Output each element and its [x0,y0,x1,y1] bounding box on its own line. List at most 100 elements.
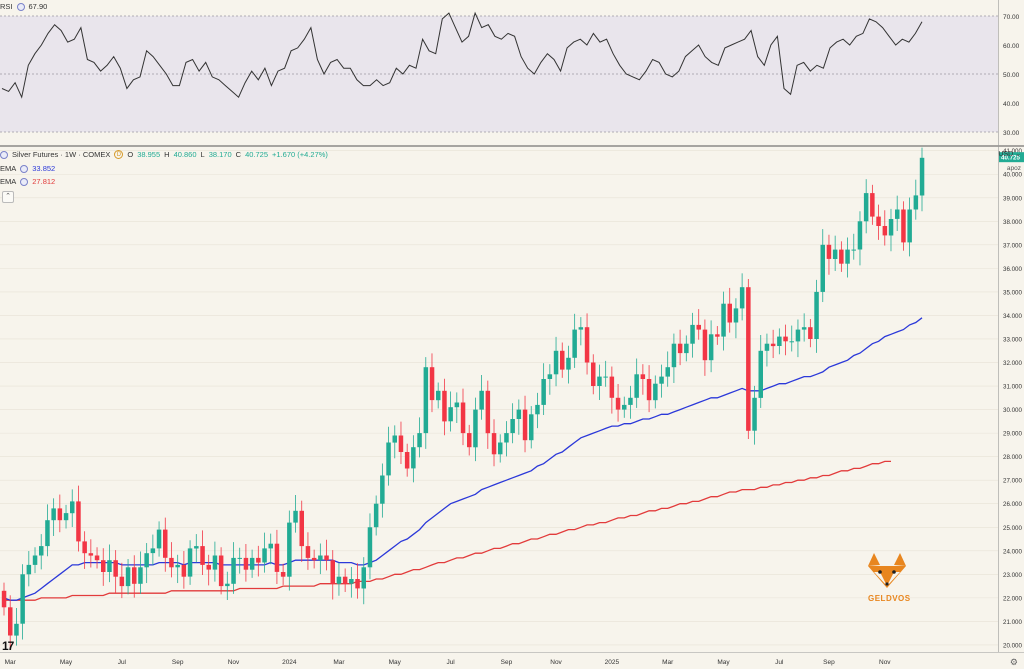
collapse-legend-icon[interactable]: ⌃ [2,191,14,203]
candle-body [305,546,311,558]
candle-body [318,555,323,561]
candle-body [82,541,87,554]
candle-body [101,560,106,572]
candle-body [119,576,125,587]
candle-body [690,324,695,344]
candle-body [876,216,881,226]
settings-gear-icon[interactable]: ⚙ [1009,657,1018,667]
rsi-tick-label: 40.00 [1003,101,1020,108]
candle-body [274,543,280,572]
time-tick-label: Jul [446,659,455,666]
change-value: +1.670 (+4.27%) [272,150,328,159]
ema-slow-line [4,460,891,601]
candle-body [20,574,25,624]
time-tick-label: Sep [172,659,184,666]
price-tick-label: 26.000 [1003,501,1022,508]
candle-body [615,397,621,410]
candle-body [684,343,689,354]
candle-body [764,343,770,351]
candle-body [311,557,317,561]
eye-icon[interactable] [16,2,25,11]
ema-fast-value: 33.852 [32,164,56,173]
candle-body [70,501,75,514]
candle-body [863,193,869,222]
candle-body [795,329,801,342]
high-label: H [164,150,170,159]
currency-selector[interactable]: USD ⌄ [998,151,1021,158]
scale-mode-label[interactable]: apoz [1006,165,1021,172]
price-tick-label: 39.000 [1003,195,1022,202]
candle-body [646,379,652,401]
candle-body [603,376,608,378]
candle-body [225,583,230,587]
candle-body [144,553,149,568]
candle-body [535,404,540,415]
candle-body [758,350,763,398]
price-tick-label: 33.000 [1003,336,1022,343]
candle-body [231,557,236,584]
price-tick-label: 36.000 [1003,266,1022,273]
candle-body [218,555,224,587]
candle-body [516,409,522,419]
candle-body [132,567,137,584]
time-tick-label: Mar [5,659,17,666]
symbol-eye-icon[interactable] [0,150,8,159]
candle-body [175,564,180,568]
candle-body [367,527,373,568]
price-tick-label: 38.000 [1003,219,1022,226]
candle-body [107,560,112,572]
candle-body [454,402,460,408]
candle-body [541,379,546,405]
candle-body [659,376,664,384]
candle-body [820,244,825,292]
price-tick-label: 25.000 [1003,525,1022,532]
candle-body [342,576,348,584]
candlesticks [1,147,925,650]
price-grid [0,150,998,646]
candle-body [32,555,38,565]
candle-body [200,546,205,565]
last-price-label: 40.725 [1001,155,1020,162]
low-label: L [200,150,205,159]
candle-body [510,419,515,434]
candle-body [777,336,782,346]
candle-body [789,341,794,343]
price-tick-label: 24.000 [1003,548,1022,555]
price-tick-label: 20.000 [1003,642,1022,649]
candle-body [386,442,391,476]
time-tick-label: Jul [775,659,784,666]
ema-fast-eye-icon[interactable] [20,164,29,173]
candle-body [547,374,553,379]
candle-body [194,546,199,549]
candle-body [51,508,56,521]
ema-slow-value: 27.812 [32,177,56,186]
data-status-icon[interactable]: D [114,150,124,159]
candle-body [739,287,745,309]
candle-body [138,567,143,584]
time-tick-label: Jul [118,659,127,666]
candle-body [653,383,658,401]
candle-body [411,447,416,469]
rsi-label: RSI [0,2,13,11]
time-tick-label: 2025 [605,659,620,666]
candle-body [125,567,131,587]
time-tick-label: May [717,659,730,666]
candle-body [826,244,832,259]
time-tick-label: Nov [550,659,562,666]
open-value: 38.955 [137,150,161,159]
candle-body [429,367,435,401]
candle-body [392,435,397,443]
ema-slow-eye-icon[interactable] [20,177,29,186]
candle-body [907,209,912,243]
candle-body [479,390,484,410]
tradingview-logo-icon[interactable]: 17 [2,639,14,653]
candle-body [578,327,584,330]
candle-body [94,555,100,561]
candle-body [1,590,7,608]
ema-slow-label: EMA [0,177,17,186]
symbol-name[interactable]: Silver Futures · 1W · COMEX [12,150,111,159]
candle-body [26,564,32,575]
